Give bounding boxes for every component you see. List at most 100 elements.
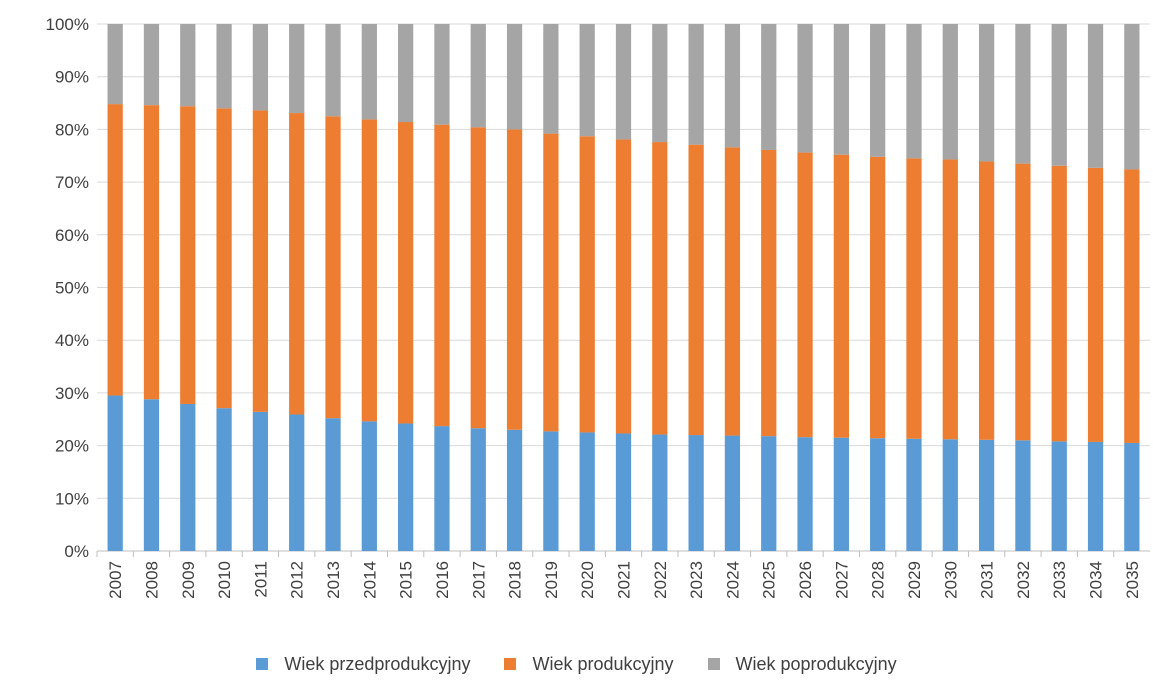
bar-segment-series-2 xyxy=(761,149,777,437)
bar-segment-series-3 xyxy=(434,24,450,125)
bar-segment-series-1 xyxy=(1015,440,1031,551)
x-tick-label: 2026 xyxy=(796,561,815,599)
legend-item-series-3: Wiek poprodukcyjny xyxy=(707,653,897,675)
bar-segment-series-2 xyxy=(289,113,305,415)
x-tick-label: 2012 xyxy=(288,561,307,599)
bar-segment-series-2 xyxy=(906,158,922,439)
bar-segment-series-3 xyxy=(1124,24,1140,170)
x-tick-label: 2018 xyxy=(506,561,525,599)
bar-segment-series-2 xyxy=(615,139,632,434)
legend-label-series-2: Wiek produkcyjny xyxy=(532,653,674,674)
bar-segment-series-2 xyxy=(688,144,704,436)
bar-segment-series-1 xyxy=(398,423,414,551)
bar-segment-series-2 xyxy=(833,154,849,438)
bar-segment-series-1 xyxy=(506,429,523,551)
bar-segment-series-2 xyxy=(724,147,741,436)
legend-label-series-1: Wiek przedprodukcyjny xyxy=(284,653,471,674)
legend-label-series-3: Wiek poprodukcyjny xyxy=(735,653,897,674)
bar-segment-series-2 xyxy=(434,124,450,427)
bar-segment-series-1 xyxy=(1124,442,1140,551)
bar-segment-series-1 xyxy=(761,436,777,551)
x-tick-label: 2017 xyxy=(469,561,488,599)
legend-swatch-series-3 xyxy=(707,658,720,670)
bar-segment-series-3 xyxy=(942,24,958,160)
bar-segment-series-1 xyxy=(1087,441,1104,551)
x-tick-label: 2016 xyxy=(433,561,452,599)
bar-segment-series-1 xyxy=(107,395,123,551)
x-tick-label: 2030 xyxy=(941,561,960,599)
y-tick-label: 20% xyxy=(55,437,89,456)
x-tick-label: 2008 xyxy=(142,561,161,599)
y-tick-label: 100% xyxy=(46,15,89,34)
x-tick-label: 2032 xyxy=(1014,561,1033,599)
y-tick-label: 70% xyxy=(55,173,89,192)
y-tick-label: 10% xyxy=(55,489,89,508)
bar-segment-series-2 xyxy=(216,108,232,409)
x-tick-label: 2034 xyxy=(1087,561,1106,599)
bar-segment-series-3 xyxy=(652,24,668,143)
bar-segment-series-2 xyxy=(506,129,523,430)
bar-segment-series-3 xyxy=(506,24,523,130)
bar-segment-series-3 xyxy=(761,24,777,150)
bar-segment-series-1 xyxy=(833,437,849,551)
bar-segment-series-3 xyxy=(325,24,341,117)
bar-segment-series-3 xyxy=(906,24,922,159)
bar-segment-series-2 xyxy=(252,110,269,412)
x-tick-label: 2027 xyxy=(832,561,851,599)
bars xyxy=(107,24,1140,551)
x-tick-label: 2029 xyxy=(905,561,924,599)
y-tick-label: 90% xyxy=(55,68,89,87)
bar-segment-series-1 xyxy=(143,399,160,551)
bar-segment-series-3 xyxy=(361,24,377,120)
bar-segment-series-3 xyxy=(543,24,559,134)
bar-segment-series-3 xyxy=(1087,24,1104,168)
bar-segment-series-2 xyxy=(1051,165,1067,442)
bar-segment-series-2 xyxy=(1087,167,1104,442)
legend-swatch-series-2 xyxy=(504,658,517,670)
bar-segment-series-2 xyxy=(470,127,486,429)
bar-segment-series-1 xyxy=(942,439,958,551)
bar-segment-series-3 xyxy=(252,24,269,111)
bar-segment-series-3 xyxy=(797,24,813,153)
bar-segment-series-3 xyxy=(870,24,886,157)
y-axis-ticks: 0% 10% 20% 30% 40% 50% 60% 70% 80% 90% 100% xyxy=(46,15,89,561)
bar-segment-series-1 xyxy=(289,414,305,551)
bar-segment-series-2 xyxy=(1124,169,1140,443)
bar-segment-series-3 xyxy=(1051,24,1067,166)
bar-segment-series-3 xyxy=(398,24,414,123)
bar-segment-series-2 xyxy=(107,104,123,396)
legend-swatch-series-1 xyxy=(256,658,269,670)
bar-segment-series-2 xyxy=(398,122,414,424)
bar-segment-series-2 xyxy=(325,116,341,419)
bar-segment-series-1 xyxy=(724,435,741,551)
bar-segment-series-1 xyxy=(543,431,559,551)
bar-segment-series-2 xyxy=(1015,163,1031,441)
x-tick-label: 2019 xyxy=(542,561,561,599)
x-tick-label: 2035 xyxy=(1123,561,1142,599)
legend-item-series-1: Wiek przedprodukcyjny xyxy=(256,654,470,675)
bar-segment-series-2 xyxy=(978,161,995,440)
x-tick-label: 2009 xyxy=(179,561,198,599)
y-tick-label: 60% xyxy=(55,226,89,245)
bar-segment-series-1 xyxy=(870,438,886,551)
bar-segment-series-3 xyxy=(180,24,196,107)
y-tick-label: 30% xyxy=(55,384,89,403)
x-tick-label: 2021 xyxy=(615,561,634,599)
bar-segment-series-1 xyxy=(579,432,595,551)
bar-segment-series-1 xyxy=(434,426,450,551)
x-tick-label: 2023 xyxy=(687,561,706,599)
x-tick-label: 2024 xyxy=(723,561,742,599)
x-tick-label: 2031 xyxy=(978,561,997,599)
y-tick-label: 80% xyxy=(55,120,89,139)
x-tick-label: 2015 xyxy=(397,561,416,599)
x-tick-label: 2014 xyxy=(360,561,379,599)
x-tick-label: 2013 xyxy=(324,561,343,599)
bar-segment-series-1 xyxy=(978,439,995,551)
bar-segment-series-3 xyxy=(688,24,704,145)
bar-segment-series-3 xyxy=(724,24,741,148)
bar-segment-series-1 xyxy=(325,418,341,551)
bar-segment-series-3 xyxy=(615,24,632,140)
x-axis-ticks: 2007 2008 2009 2010 2011 2012 2013 2014 2015 2016… xyxy=(96,551,1142,599)
x-tick-label: 2025 xyxy=(760,561,779,599)
bar-segment-series-1 xyxy=(470,428,486,551)
